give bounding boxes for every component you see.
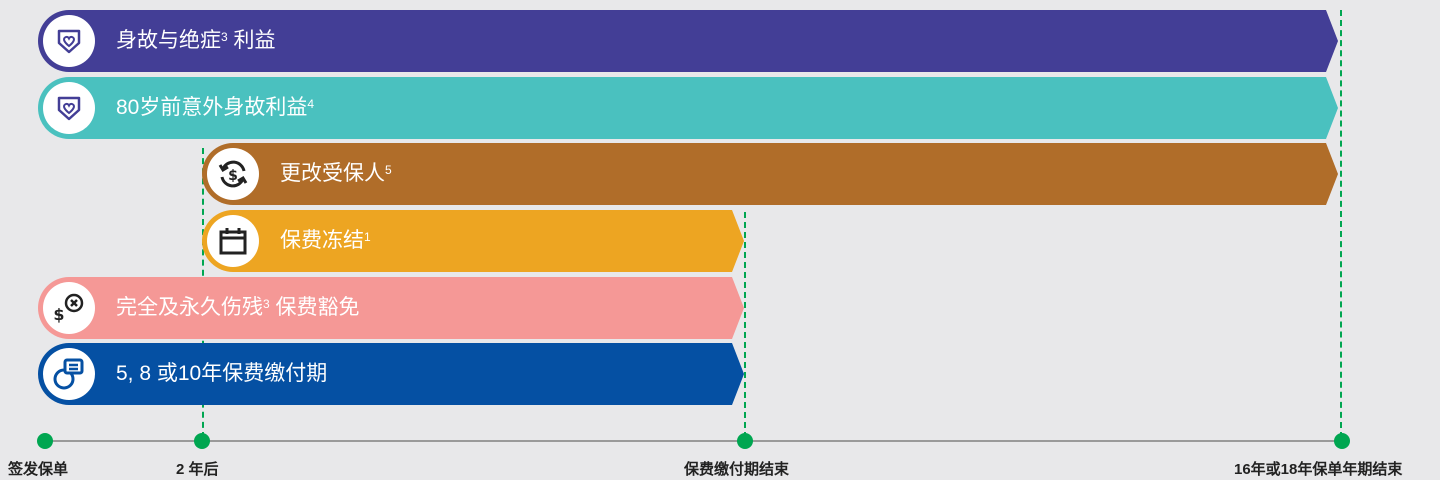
timeline-axis xyxy=(44,440,1342,442)
bar-label: 80岁前意外身故利益4 xyxy=(116,96,315,119)
timeline-dot-premium-end xyxy=(737,433,753,449)
timeline-label-policy-end: 16年或18年保单年期结束 xyxy=(1234,461,1403,478)
guide-policy-end xyxy=(1340,10,1342,438)
benefit-bar-death-terminal: 身故与绝症3 利益 xyxy=(38,10,1338,72)
calendar-icon xyxy=(207,215,259,267)
bar-label: 身故与绝症3 利益 xyxy=(116,29,276,52)
bar-label: 完全及永久伤残3 保费豁免 xyxy=(116,296,360,319)
payment-card-icon xyxy=(43,348,95,400)
timeline-dot-issue xyxy=(37,433,53,449)
benefit-bar-payment-term: 5, 8 或10年保费缴付期 xyxy=(38,343,744,405)
bar-label: 5, 8 或10年保费缴付期 xyxy=(116,362,328,385)
benefit-bar-disability-waiver: $ 完全及永久伤残3 保费豁免 xyxy=(38,277,744,339)
bar-label: 更改受保人5 xyxy=(280,162,392,185)
svg-text:$: $ xyxy=(53,305,64,324)
heart-shield-icon xyxy=(43,82,95,134)
heart-shield-icon xyxy=(43,15,95,67)
benefit-bar-accidental-death: 80岁前意外身故利益4 xyxy=(38,77,1338,139)
benefit-bar-change-insured: $ 更改受保人5 xyxy=(202,143,1338,205)
svg-text:$: $ xyxy=(228,168,238,184)
dollar-exchange-icon: $ xyxy=(207,148,259,200)
dollar-waiver-icon: $ xyxy=(43,282,95,334)
benefit-bar-premium-freeze: 保费冻结1 xyxy=(202,210,744,272)
timeline-label-2-years: 2 年后 xyxy=(176,461,219,478)
timeline-label-premium-end: 保费缴付期结束 xyxy=(684,461,790,478)
timeline-dot-2-years xyxy=(194,433,210,449)
timeline-dot-policy-end xyxy=(1334,433,1350,449)
bar-label: 保费冻结1 xyxy=(280,229,371,252)
timeline-label-issue: 签发保单 xyxy=(8,461,69,478)
guide-premium-end xyxy=(744,212,746,438)
